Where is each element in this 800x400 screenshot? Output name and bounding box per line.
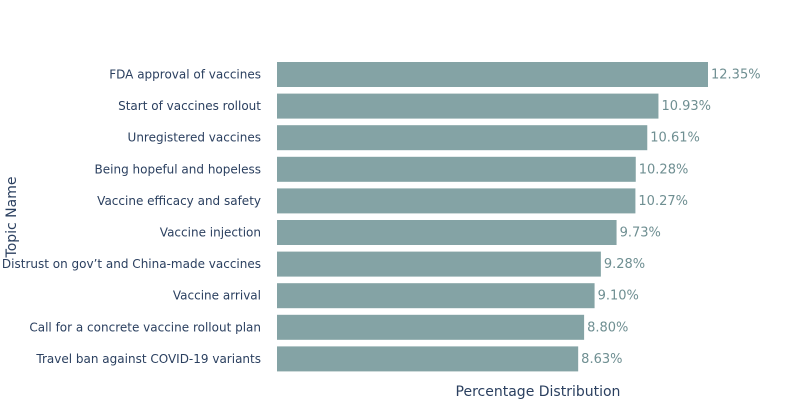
bar — [277, 346, 579, 372]
value-labels-group: 12.35% 10.93% 10.61% 10.28% 10.27% 9.73% 9.28%… — [581, 68, 760, 367]
data-label: 9.28% — [604, 257, 645, 272]
bar — [277, 220, 617, 245]
bar — [277, 93, 659, 119]
y-axis-title: Topic Name — [4, 177, 20, 259]
category-label: Travel ban against COVID-19 variants — [35, 352, 261, 366]
data-label: 10.27% — [638, 194, 688, 209]
x-axis-title: Percentage Distribution — [456, 384, 621, 400]
bar — [277, 156, 636, 182]
category-label: Vaccine arrival — [173, 289, 261, 303]
data-label: 8.80% — [587, 320, 628, 335]
data-label: 9.73% — [620, 226, 661, 241]
data-label: 12.35% — [711, 68, 761, 83]
bar — [277, 188, 636, 214]
category-label: Call for a concrete vaccine rollout plan — [29, 320, 261, 334]
bar — [277, 283, 595, 309]
data-label: 10.28% — [639, 162, 689, 177]
bars-group — [277, 62, 708, 372]
bar — [277, 62, 708, 87]
bar — [277, 125, 648, 151]
category-label: Distrust on gov’t and China-made vaccine… — [2, 257, 261, 271]
category-label: Start of vaccines rollout — [118, 99, 261, 113]
bar — [277, 314, 585, 340]
data-label: 10.93% — [661, 99, 711, 114]
data-label: 9.10% — [598, 289, 639, 304]
category-label: Unregistered vaccines — [128, 131, 261, 145]
category-label: Being hopeful and hopeless — [95, 162, 261, 176]
category-label: Vaccine injection — [160, 226, 261, 240]
data-label: 8.63% — [581, 352, 622, 367]
category-label: FDA approval of vaccines — [109, 68, 261, 82]
bar — [277, 251, 601, 277]
category-labels-group: FDA approval of vaccines Start of vaccine… — [2, 68, 261, 366]
data-label: 10.61% — [650, 131, 700, 146]
category-label: Vaccine efficacy and safety — [97, 194, 261, 208]
